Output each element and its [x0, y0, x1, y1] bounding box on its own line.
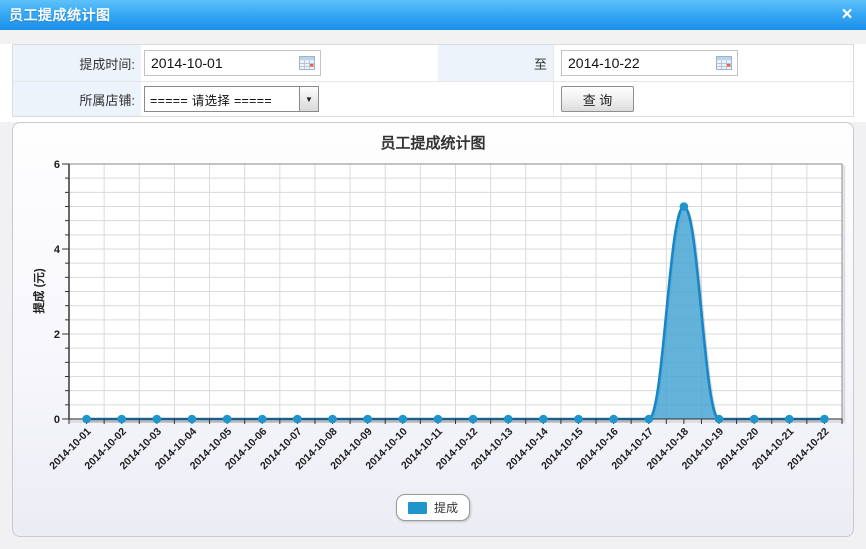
legend-label: 提成: [433, 501, 459, 515]
y-tick-label: 2: [54, 329, 60, 341]
commission-area-chart: 02462014-10-012014-10-022014-10-032014-1…: [47, 159, 846, 472]
y-tick-label: 4: [54, 244, 61, 256]
data-point: [398, 414, 408, 424]
chart-title: 员工提成统计图: [380, 135, 486, 152]
shop-label-cell: 所属店铺:: [13, 81, 141, 116]
data-point: [222, 414, 232, 424]
data-point: [574, 414, 583, 424]
filter-form: 提成时间: 2014-10-01 至 2014-10-22: [12, 44, 854, 117]
header-gap: [0, 30, 866, 44]
data-point: [468, 414, 478, 424]
shop-select-value: ===== 请选择 =====: [150, 93, 272, 108]
legend-swatch: [407, 501, 427, 514]
query-button[interactable]: 查 询: [561, 86, 634, 112]
data-point: [714, 414, 724, 424]
data-point: [152, 414, 162, 424]
data-point: [539, 414, 548, 424]
data-point: [784, 414, 794, 424]
dialog-titlebar: 员工提成统计图 ×: [0, 0, 866, 30]
y-tick-label: 6: [54, 159, 60, 171]
shop-select-cell: ===== 请选择 ===== ▼: [141, 81, 554, 116]
date-to-cell: 2014-10-22: [554, 45, 853, 81]
date-from-cell: 2014-10-01: [141, 45, 438, 81]
date-from-value: 2014-10-01: [151, 55, 223, 71]
query-cell: 查 询: [554, 81, 853, 116]
calendar-icon[interactable]: [299, 56, 315, 70]
date-to-value: 2014-10-22: [568, 55, 640, 71]
y-tick-label: 0: [54, 414, 60, 426]
data-point: [679, 202, 689, 211]
shop-select[interactable]: ===== 请选择 ===== ▼: [144, 86, 319, 112]
commission-time-label-cell: 提成时间:: [13, 45, 141, 81]
chart-legend: 提成: [395, 494, 471, 521]
data-point: [644, 414, 654, 424]
chart-panel: 员工提成统计图 提成 (元) 0 2 4 6 2014-10-01 2014-10-02 2…: [12, 122, 854, 537]
data-point: [328, 414, 337, 424]
commission-time-label: 提成时间:: [79, 56, 135, 72]
date-to-input[interactable]: 2014-10-22: [561, 50, 738, 76]
series-area: [86, 206, 825, 419]
to-label-cell: 至: [438, 45, 554, 81]
data-point: [433, 414, 443, 424]
data-point: [293, 414, 302, 424]
shop-label: 所属店铺:: [79, 92, 135, 108]
data-point: [749, 414, 759, 424]
data-point: [503, 414, 513, 424]
dialog-title: 员工提成统计图: [9, 7, 111, 23]
to-label: 至: [533, 56, 547, 72]
data-point: [609, 414, 618, 424]
close-icon[interactable]: ×: [841, 4, 853, 25]
data-point: [363, 414, 372, 424]
data-point: [82, 414, 91, 424]
data-point: [187, 414, 197, 424]
calendar-icon[interactable]: [716, 56, 732, 70]
data-point: [117, 414, 127, 424]
chevron-down-icon[interactable]: ▼: [299, 87, 318, 111]
date-from-input[interactable]: 2014-10-01: [144, 50, 321, 76]
data-point: [257, 414, 267, 424]
data-point: [820, 414, 829, 424]
